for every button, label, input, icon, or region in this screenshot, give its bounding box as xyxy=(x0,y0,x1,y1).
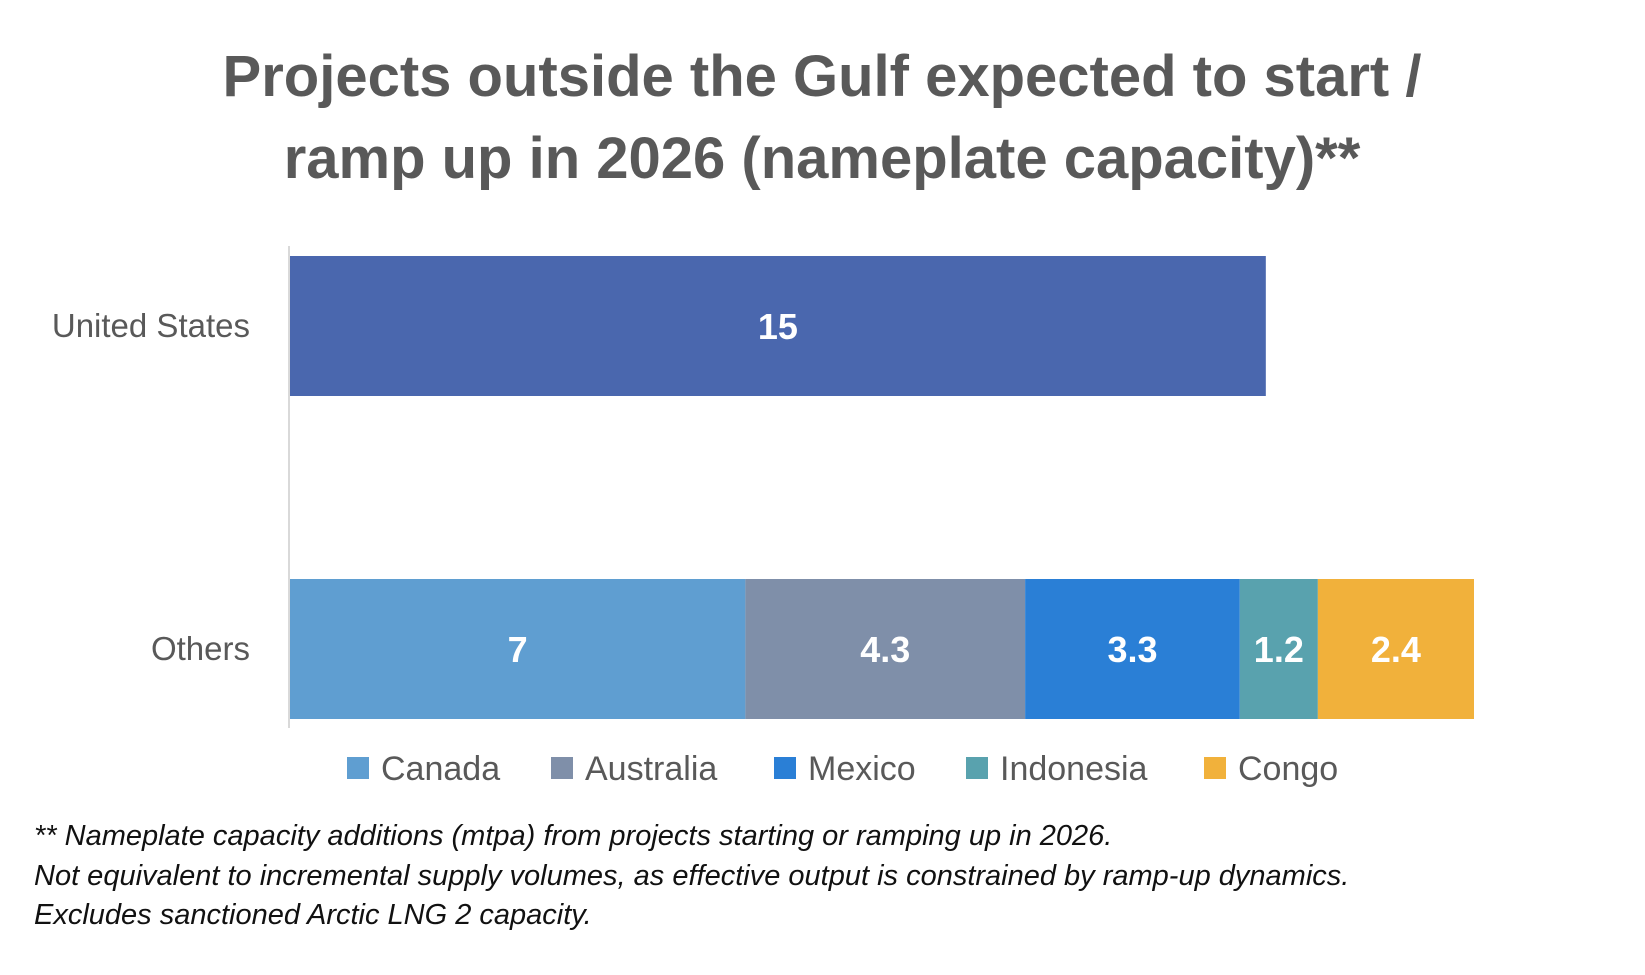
bar-united-states xyxy=(290,256,1266,396)
data-label-united-states: 15 xyxy=(758,306,798,347)
chart-title-line-2: ramp up in 2026 (nameplate capacity)** xyxy=(284,126,1361,191)
category-label-others: Others xyxy=(151,630,250,667)
bar-australia xyxy=(745,579,1026,719)
data-label-congo: 2.4 xyxy=(1371,629,1421,670)
chart-title-line-1: Projects outside the Gulf expected to st… xyxy=(223,44,1422,109)
legend-label-indonesia: Indonesia xyxy=(1000,750,1148,788)
data-label-canada: 7 xyxy=(508,629,528,670)
bar-canada xyxy=(290,579,746,719)
category-label-united-states: United States xyxy=(52,307,250,344)
legend-swatch-congo xyxy=(1204,757,1226,779)
legend-label-congo: Congo xyxy=(1238,750,1338,788)
legend-label-canada: Canada xyxy=(381,750,500,788)
bar-congo xyxy=(1317,579,1474,719)
footnote-line-1: ** Nameplate capacity additions (mtpa) f… xyxy=(34,820,1112,852)
legend-label-mexico: Mexico xyxy=(808,750,916,788)
data-label-australia: 4.3 xyxy=(860,629,910,670)
footnote-line-3: Excludes sanctioned Arctic LNG 2 capacit… xyxy=(34,899,592,931)
bar-indonesia xyxy=(1239,579,1318,719)
legend-label-australia: Australia xyxy=(585,750,717,788)
legend-swatch-canada xyxy=(347,757,369,779)
legend: Canada Australia Mexico Indonesia Congo xyxy=(347,750,1338,788)
footnote-line-2: Not equivalent to incremental supply vol… xyxy=(34,860,1349,892)
legend-swatch-mexico xyxy=(774,757,796,779)
bars: 15 7 4.3 3.3 1.2 2.4 xyxy=(290,256,1474,719)
bar-mexico xyxy=(1025,579,1240,719)
legend-swatch-australia xyxy=(551,757,573,779)
legend-swatch-indonesia xyxy=(966,757,988,779)
data-label-indonesia: 1.2 xyxy=(1254,629,1304,670)
data-label-mexico: 3.3 xyxy=(1107,629,1157,670)
